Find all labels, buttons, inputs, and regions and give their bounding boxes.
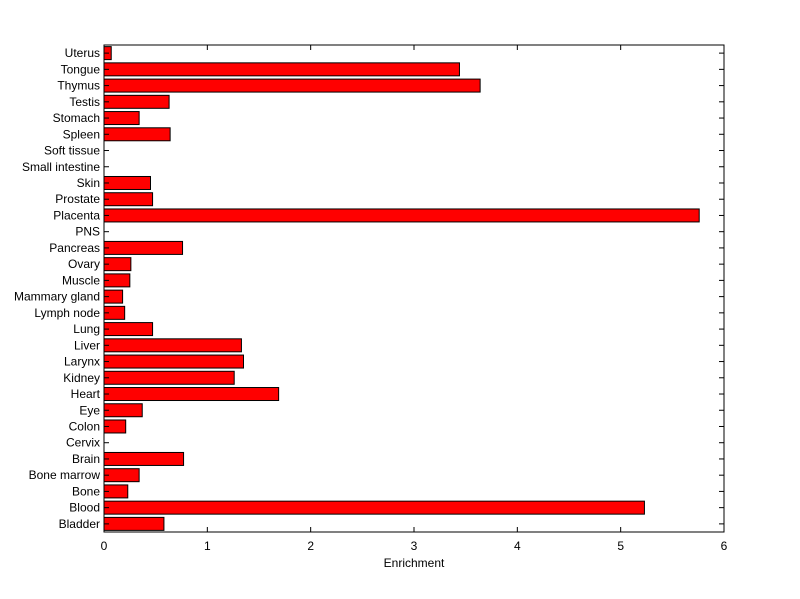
y-tick-label: Blood	[69, 501, 100, 515]
y-tick-label: Placenta	[53, 208, 100, 222]
bar-liver	[103, 338, 242, 353]
bar-kidney	[103, 370, 235, 385]
y-tick-label: Soft tissue	[44, 144, 100, 158]
y-tick-label: Colon	[69, 419, 100, 433]
y-tick-label: Brain	[72, 452, 100, 466]
bar-heart	[103, 387, 280, 402]
y-tick-label: Testis	[69, 95, 100, 109]
x-tick-label: 6	[721, 539, 728, 553]
y-tick-label: Spleen	[63, 127, 100, 141]
y-tick-label: Muscle	[62, 273, 100, 287]
y-tick-label: Bladder	[59, 517, 100, 531]
bar-tongue	[103, 62, 460, 77]
bar-brain	[103, 451, 185, 466]
x-tick-label: 1	[204, 539, 211, 553]
y-tick-label: Lymph node	[34, 306, 100, 320]
x-tick-label: 0	[101, 539, 108, 553]
plot-frame	[103, 44, 725, 533]
bar-blood	[103, 500, 645, 515]
y-tick-label: Uterus	[65, 46, 100, 60]
y-tick-label: Mammary gland	[14, 290, 100, 304]
bar-spleen	[103, 127, 171, 142]
x-tick-label: 2	[307, 539, 314, 553]
y-tick-label: Thymus	[57, 79, 100, 93]
y-tick-label: Tongue	[61, 62, 101, 76]
y-tick-label: Pancreas	[49, 241, 100, 255]
y-tick-label: Liver	[74, 338, 100, 352]
x-ticks-group: 0 1 2 3 4 5 6	[101, 45, 728, 553]
x-tick-label: 4	[514, 539, 521, 553]
y-tick-label: Cervix	[66, 436, 100, 450]
y-tick-label: Larynx	[64, 355, 100, 369]
x-tick-label: 3	[411, 539, 418, 553]
y-tick-label: Skin	[77, 176, 100, 190]
y-tick-label: Small intestine	[22, 160, 100, 174]
y-tick-label: Bone marrow	[29, 468, 101, 482]
bar-eye	[103, 403, 143, 418]
y-tick-label: Lung	[73, 322, 100, 336]
bar-placenta	[103, 208, 700, 223]
y-tick-label: Stomach	[53, 111, 100, 125]
bar-pancreas	[103, 240, 184, 255]
y-tick-label: Prostate	[55, 192, 100, 206]
y-ticks-group: Uterus Tongue Thymus Testis Stomach Spleen Sof…	[14, 46, 724, 531]
bar-prostate	[103, 192, 154, 207]
bar-bladder	[103, 516, 165, 531]
y-tick-label: Heart	[71, 387, 101, 401]
bar-testis	[103, 94, 170, 109]
bar-lung	[103, 322, 154, 337]
y-tick-label: Bone	[72, 484, 100, 498]
bar-skin	[103, 175, 151, 190]
bar-stomach	[103, 111, 140, 126]
y-tick-label: Ovary	[68, 257, 100, 271]
bar-thymus	[103, 78, 481, 93]
bars-group	[103, 46, 700, 531]
x-tick-label: 5	[617, 539, 624, 553]
bar-larynx	[103, 354, 244, 369]
x-axis-label: Enrichment	[384, 556, 445, 570]
y-tick-label: Eye	[79, 403, 100, 417]
y-tick-label: PNS	[75, 225, 100, 239]
y-tick-label: Kidney	[63, 371, 100, 385]
bar-bone-marrow	[103, 468, 140, 483]
